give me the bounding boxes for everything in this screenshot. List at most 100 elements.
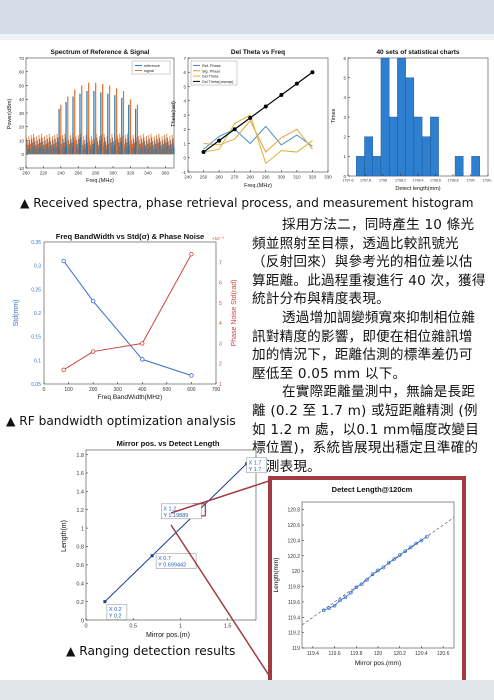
spectrum-ytick-label: 20	[19, 125, 25, 130]
chart-title: Mirror pos. vs Detect Length	[117, 439, 220, 448]
theta-ytick-label: 2	[183, 127, 186, 132]
zoom-ytick-label: 119	[292, 646, 300, 652]
measured-point	[425, 534, 429, 539]
zoom-ytick-label: 119.8	[288, 585, 300, 591]
legend-label: reference	[144, 64, 160, 68]
theta-xtick-label: 300	[278, 175, 286, 180]
theta-xtick-label: 270	[231, 175, 239, 180]
chart-title: Detect Length@120cm	[332, 485, 413, 494]
bandwidth-chart: Freq BandWidth vs Std(σ) & Phase Noise 0 1…	[13, 232, 238, 401]
left-tick-label: 0.05	[31, 382, 41, 388]
theta-xtick-label: 310	[293, 175, 301, 180]
zoom-ytick-label: 120	[292, 569, 301, 575]
theta-ytick-label: -1	[182, 170, 186, 175]
theta-xtick-label: 280	[246, 175, 254, 180]
unwrap-point	[232, 127, 237, 132]
zoom-ytick-label: 120.6	[287, 523, 300, 529]
histogram-bar	[413, 116, 423, 177]
spectrum-ytick-label: 50	[19, 83, 25, 88]
chart-title: Del Theta vs Freq	[231, 49, 285, 56]
zoom-xtick-label: 120.6	[437, 651, 450, 657]
histogram-xtick-label: 1798.8	[448, 179, 459, 183]
zoom-chart: Detect Length@120cm 119.4 119.6 119.8 120 120…	[273, 485, 455, 667]
mirror-ytick-label: 1.4	[76, 490, 84, 496]
spectrum-ytick-label: 70	[19, 56, 25, 61]
histogram-bar	[356, 156, 365, 177]
measured-point	[370, 572, 375, 577]
histogram-bar	[372, 156, 382, 177]
unwrap-point	[279, 93, 284, 98]
chart-title: Spectrum of Reference & Signal	[51, 49, 150, 56]
header-band	[0, 0, 494, 40]
right-axis-label: Phase Noise Std(rad)	[231, 280, 238, 347]
series-line-0	[203, 125, 313, 150]
phase-noise-point	[189, 251, 194, 257]
theta-ytick-label: 3	[183, 113, 186, 118]
mirror-ytick-label: 0.8	[76, 545, 84, 551]
histogram-ytick-label: 5	[343, 75, 346, 80]
x-axis-label: Freq BandWidth(MHz)	[98, 394, 163, 401]
series-line-2	[203, 114, 313, 165]
x-axis-label: Mirror pos.(mm)	[355, 660, 401, 667]
datatip-x: X 1.2	[163, 506, 176, 512]
caption-top: ▲ Received spectra, phase retrieval proc…	[20, 196, 474, 210]
right-tick-label: 5	[219, 301, 222, 307]
zoom-ytick-label: 120.4	[287, 538, 300, 544]
spectrum-xtick-label: 200	[22, 171, 30, 176]
y-axis-label: Times	[331, 108, 337, 123]
header-stripe	[0, 34, 494, 40]
histogram-xtick-label: 1799.2	[483, 179, 493, 183]
right-tick-label: 2	[219, 362, 222, 368]
right-tick-label: 4	[219, 321, 222, 327]
zoom-ytick-label: 120.8	[287, 508, 300, 514]
spectrum-xtick-label: 260	[74, 171, 82, 176]
std-point	[90, 298, 96, 304]
y-axis-label: Length(mm)	[273, 557, 280, 592]
mirror-xtick-label: 1.5	[224, 624, 232, 630]
spectrum-xtick-label: 240	[57, 171, 65, 176]
phase-noise-point	[140, 341, 145, 346]
spectrum-xtick-label: 360	[162, 171, 170, 176]
histogram-xtick-label: 1798.2	[395, 179, 406, 183]
y-axis-label: Length(m)	[61, 520, 68, 552]
histogram-ytick-label: 0	[343, 174, 346, 179]
std-point	[61, 258, 66, 264]
measured-point	[381, 565, 386, 570]
measured-point	[354, 585, 359, 590]
zoom-ytick-label: 119.4	[288, 615, 300, 621]
datatip-y: Y 0.699442	[158, 563, 186, 569]
left-tick-label: 0.15	[31, 335, 41, 341]
length-point	[150, 554, 154, 558]
bandwidth-xtick-label: 600	[187, 387, 196, 393]
left-tick-label: 0.1	[34, 358, 41, 364]
theta-ytick-label: 5	[183, 84, 186, 89]
measured-point	[387, 560, 391, 565]
datatip-box	[246, 457, 267, 474]
x-axis-label: Freq.(MHz)	[244, 183, 272, 189]
zoom-ytick-label: 119.2	[288, 631, 300, 637]
theta-xtick-label: 330	[324, 175, 332, 180]
measured-point	[408, 545, 413, 550]
histogram-bar	[397, 57, 406, 177]
spectrum-xtick-label: 300	[109, 171, 117, 176]
mirror-ytick-label: 0.2	[76, 600, 84, 606]
unwrap-point	[294, 81, 299, 86]
histogram-xtick-label: 1799	[467, 179, 475, 183]
plot-frame	[301, 501, 455, 649]
histogram-bar	[454, 156, 464, 177]
paragraph-2: 透過增加調變頻寬來抑制相位雜訊對精度的影響，即便在相位雜訊增加的情況下，距離估測…	[252, 309, 476, 382]
mirror-ytick-label: 0.4	[76, 581, 84, 587]
theta-xtick-label: 240	[184, 175, 192, 180]
zoom-xtick-label: 120.4	[415, 651, 428, 657]
measured-point	[419, 538, 424, 543]
right-tick-label: 6	[219, 281, 222, 287]
measured-point	[343, 595, 348, 600]
left-tick-label: 0.35	[31, 240, 41, 246]
mirror-ytick-label: 0.6	[76, 563, 84, 569]
measured-point	[349, 590, 353, 595]
paragraph-1: 採用方法二，同時產生 10 條光頻並照射至目標，透過比較訊號光（反射回來）與參考…	[252, 217, 486, 308]
mirror-ytick-label: 0	[81, 618, 84, 624]
right-tick-label: 7	[219, 260, 222, 266]
mirror-xtick-label: 1	[179, 624, 182, 630]
measured-point	[359, 582, 364, 587]
